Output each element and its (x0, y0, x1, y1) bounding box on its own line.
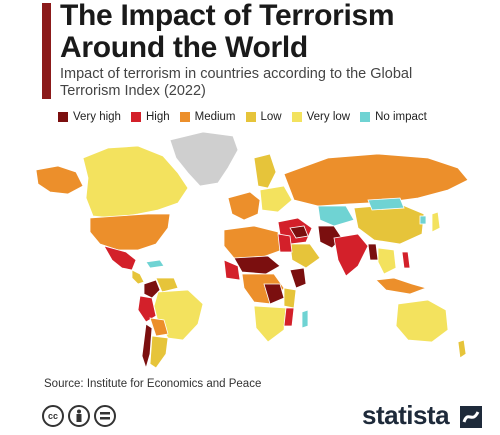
legend-swatch (245, 112, 256, 122)
region-argentina (149, 335, 169, 369)
title-accent-bar (42, 3, 51, 99)
region-w-europe (227, 191, 261, 221)
statista-logo[interactable]: statista (362, 400, 450, 430)
statista-mark-icon (460, 406, 482, 428)
region-mongolia (367, 197, 405, 211)
region-colombia (143, 279, 161, 299)
region-china (353, 203, 425, 245)
region-se-asia (377, 247, 397, 275)
legend-item-very-high: Very high (58, 111, 121, 123)
region-horn (289, 267, 307, 289)
legend-label: Low (260, 111, 282, 123)
region-arabia (289, 243, 321, 269)
legend-label: High (145, 111, 170, 123)
source-note: Source: Institute for Economics and Peac… (44, 378, 262, 390)
legend-swatch (58, 112, 68, 122)
legend: Very high High Medium Low Very low No im… (58, 111, 437, 123)
region-iraq (289, 225, 309, 239)
legend-swatch (130, 112, 141, 122)
legend-label: Very low (306, 111, 351, 123)
legend-item-no-impact: No impact (360, 111, 427, 123)
region-australia (395, 299, 449, 343)
license-icons: cc (42, 405, 116, 427)
region-canada (82, 145, 189, 219)
world-map (35, 131, 469, 370)
region-india (333, 233, 369, 277)
region-korea (419, 215, 427, 225)
legend-label: Very high (73, 111, 121, 123)
region-central-asia (317, 205, 355, 227)
region-scandinavia (253, 153, 277, 189)
region-caribbean (145, 259, 165, 269)
region-greenland (169, 131, 239, 187)
region-usa (89, 213, 171, 251)
nd-icon[interactable] (94, 405, 116, 427)
legend-swatch (179, 112, 190, 122)
region-s-africa (253, 305, 287, 343)
region-nz (457, 339, 467, 359)
legend-item-medium: Medium (179, 111, 236, 123)
region-indonesia (375, 277, 428, 295)
region-sahel (233, 255, 281, 275)
region-w-africa (223, 259, 241, 281)
legend-label: No impact (375, 111, 427, 123)
region-bolivia (149, 317, 169, 337)
region-japan (431, 211, 441, 233)
by-icon[interactable] (68, 405, 90, 427)
region-central-america (131, 269, 145, 285)
region-russia (283, 153, 469, 207)
legend-label: Medium (194, 111, 236, 123)
legend-item-low: Low (245, 111, 282, 123)
page-subtitle: Impact of terrorism in countries accordi… (60, 66, 413, 99)
legend-swatch (360, 112, 371, 122)
region-madagascar (301, 309, 309, 329)
region-egypt (277, 233, 293, 253)
region-mozambique (283, 307, 295, 327)
legend-swatch (291, 112, 302, 122)
region-e-europe (259, 185, 293, 213)
cc-icon[interactable]: cc (42, 405, 64, 427)
region-alaska (35, 165, 84, 195)
region-e-africa (283, 287, 297, 309)
region-venezuela (155, 277, 179, 293)
legend-item-very-low: Very low (291, 111, 351, 123)
region-chile (141, 323, 153, 370)
region-myanmar (367, 243, 379, 261)
page-title: The Impact of Terrorism Around the World (60, 0, 395, 64)
region-n-africa (223, 225, 283, 259)
region-philippines (401, 251, 411, 269)
legend-item-high: High (130, 111, 170, 123)
